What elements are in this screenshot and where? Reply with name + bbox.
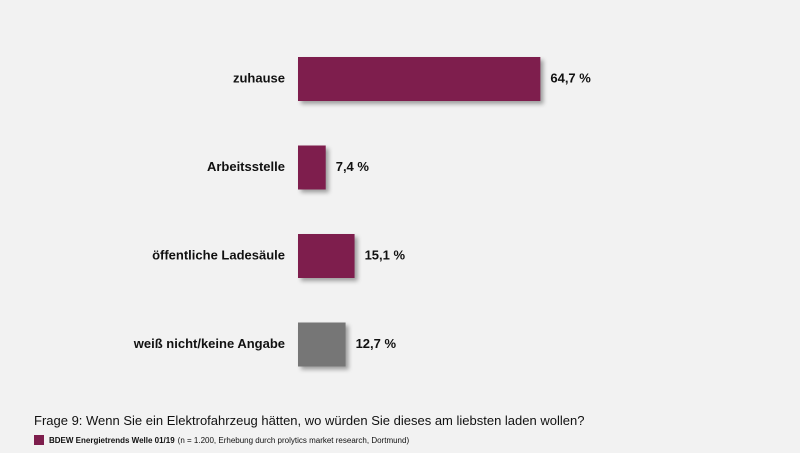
- source-title: BDEW Energietrends Welle 01/19: [49, 435, 175, 445]
- value-label-3: 15,1 %: [365, 247, 406, 262]
- category-label-1: zuhause: [233, 70, 285, 85]
- bar-2: [298, 145, 326, 190]
- source-note: BDEW Energietrends Welle 01/19 (n = 1.20…: [34, 435, 409, 445]
- category-label-4: weiß nicht/keine Angabe: [133, 336, 285, 351]
- value-label-4: 12,7 %: [356, 336, 397, 351]
- category-label-2: Arbeitsstelle: [207, 159, 285, 174]
- bar-3: [298, 234, 355, 278]
- chart-canvas: zuhause 64,7 % Arbeitsstelle 7,4 % öffentlic…: [133, 57, 591, 367]
- bar-4: [298, 322, 346, 367]
- value-label-2: 7,4 %: [336, 159, 370, 174]
- value-label-1: 64,7 %: [550, 70, 591, 85]
- bar-1: [298, 57, 541, 101]
- source-swatch: [34, 435, 44, 445]
- source-detail: (n = 1.200, Erhebung durch prolytics mar…: [177, 435, 410, 445]
- bar-chart: zuhause 64,7 % Arbeitsstelle 7,4 % öffentlic…: [133, 57, 591, 367]
- question-text: Frage 9: Wenn Sie ein Elektrofahrzeug hä…: [34, 413, 585, 428]
- category-label-3: öffentliche Ladesäule: [152, 247, 285, 262]
